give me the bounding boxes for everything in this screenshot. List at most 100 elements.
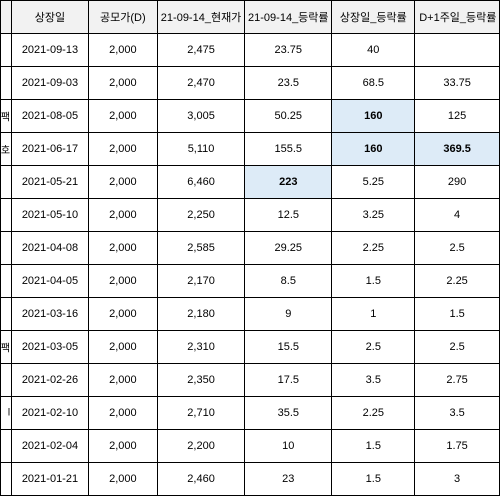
cell-name-fragment[interactable] bbox=[0, 429, 13, 463]
cell-week-rate[interactable]: 3 bbox=[414, 462, 500, 496]
cell-name-fragment[interactable] bbox=[0, 66, 13, 100]
cell-offer-price[interactable]: 2,000 bbox=[87, 396, 158, 430]
cell-week-rate[interactable]: 33.75 bbox=[414, 66, 500, 100]
cell-name-fragment[interactable]: 팩 bbox=[0, 330, 13, 364]
cell-listing-day-rate[interactable]: 2.25 bbox=[331, 396, 416, 430]
cell-current-price[interactable]: 2,200 bbox=[156, 429, 246, 463]
cell-listing-day-rate[interactable]: 3.5 bbox=[331, 363, 416, 397]
cell-offer-price[interactable]: 2,000 bbox=[87, 165, 158, 199]
cell-listing-day-rate[interactable]: 1.5 bbox=[331, 429, 416, 463]
cell-listing-date[interactable]: 2021-04-08 bbox=[11, 231, 89, 265]
header-listing-day-rate[interactable]: 상장일_등락률 bbox=[331, 0, 416, 34]
cell-offer-price[interactable]: 2,000 bbox=[87, 132, 158, 166]
cell-listing-day-rate[interactable]: 3.25 bbox=[331, 198, 416, 232]
cell-change-rate[interactable]: 50.25 bbox=[244, 99, 333, 133]
cell-listing-date[interactable]: 2021-05-21 bbox=[11, 165, 89, 199]
cell-offer-price[interactable]: 2,000 bbox=[87, 231, 158, 265]
cell-listing-day-rate[interactable]: 1.5 bbox=[331, 264, 416, 298]
cell-week-rate[interactable]: 4 bbox=[414, 198, 500, 232]
cell-offer-price[interactable]: 2,000 bbox=[87, 264, 158, 298]
cell-offer-price[interactable]: 2,000 bbox=[87, 363, 158, 397]
cell-week-rate[interactable] bbox=[414, 33, 500, 67]
cell-listing-date[interactable]: 2021-03-16 bbox=[11, 297, 89, 331]
cell-name-fragment[interactable]: 팩 bbox=[0, 99, 13, 133]
cell-change-rate[interactable]: 15.5 bbox=[244, 330, 333, 364]
cell-listing-date[interactable]: 2021-09-13 bbox=[11, 33, 89, 67]
cell-name-fragment[interactable] bbox=[0, 297, 13, 331]
cell-change-rate[interactable]: 155.5 bbox=[244, 132, 333, 166]
cell-change-rate[interactable]: 223 bbox=[244, 165, 333, 199]
cell-offer-price[interactable]: 2,000 bbox=[87, 198, 158, 232]
cell-listing-day-rate[interactable]: 2.25 bbox=[331, 231, 416, 265]
cell-name-fragment[interactable] bbox=[0, 231, 13, 265]
cell-current-price[interactable]: 5,110 bbox=[156, 132, 246, 166]
cell-current-price[interactable]: 2,470 bbox=[156, 66, 246, 100]
cell-change-rate[interactable]: 17.5 bbox=[244, 363, 333, 397]
cell-listing-date[interactable]: 2021-06-17 bbox=[11, 132, 89, 166]
cell-listing-day-rate[interactable]: 1.5 bbox=[331, 462, 416, 496]
cell-listing-day-rate[interactable]: 160 bbox=[331, 132, 416, 166]
cell-name-fragment[interactable] bbox=[0, 264, 13, 298]
cell-week-rate[interactable]: 290 bbox=[414, 165, 500, 199]
cell-week-rate[interactable]: 1.75 bbox=[414, 429, 500, 463]
cell-week-rate[interactable]: 2.5 bbox=[414, 330, 500, 364]
cell-current-price[interactable]: 2,310 bbox=[156, 330, 246, 364]
cell-listing-date[interactable]: 2021-02-10 bbox=[11, 396, 89, 430]
cell-listing-date[interactable]: 2021-04-05 bbox=[11, 264, 89, 298]
cell-week-rate[interactable]: 125 bbox=[414, 99, 500, 133]
cell-name-fragment[interactable]: l bbox=[0, 396, 13, 430]
cell-current-price[interactable]: 2,170 bbox=[156, 264, 246, 298]
cell-offer-price[interactable]: 2,000 bbox=[87, 330, 158, 364]
cell-listing-date[interactable]: 2021-01-21 bbox=[11, 462, 89, 496]
cell-change-rate[interactable]: 29.25 bbox=[244, 231, 333, 265]
cell-current-price[interactable]: 2,180 bbox=[156, 297, 246, 331]
cell-change-rate[interactable]: 35.5 bbox=[244, 396, 333, 430]
header-cell-blank[interactable] bbox=[0, 0, 13, 34]
cell-listing-day-rate[interactable]: 2.5 bbox=[331, 330, 416, 364]
cell-name-fragment[interactable] bbox=[0, 33, 13, 67]
cell-listing-day-rate[interactable]: 1 bbox=[331, 297, 416, 331]
cell-current-price[interactable]: 6,460 bbox=[156, 165, 246, 199]
cell-current-price[interactable]: 2,350 bbox=[156, 363, 246, 397]
header-listing-date[interactable]: 상장일 bbox=[11, 0, 89, 34]
header-change-rate[interactable]: 21-09-14_등락률 bbox=[244, 0, 333, 34]
cell-offer-price[interactable]: 2,000 bbox=[87, 429, 158, 463]
cell-change-rate[interactable]: 9 bbox=[244, 297, 333, 331]
cell-week-rate[interactable]: 3.5 bbox=[414, 396, 500, 430]
cell-change-rate[interactable]: 8.5 bbox=[244, 264, 333, 298]
cell-offer-price[interactable]: 2,000 bbox=[87, 99, 158, 133]
cell-listing-day-rate[interactable]: 5.25 bbox=[331, 165, 416, 199]
cell-week-rate[interactable]: 2.25 bbox=[414, 264, 500, 298]
cell-week-rate[interactable]: 1.5 bbox=[414, 297, 500, 331]
cell-offer-price[interactable]: 2,000 bbox=[87, 33, 158, 67]
cell-name-fragment[interactable] bbox=[0, 198, 13, 232]
header-offer-price[interactable]: 공모가(D) bbox=[87, 0, 158, 34]
cell-change-rate[interactable]: 23 bbox=[244, 462, 333, 496]
cell-current-price[interactable]: 2,475 bbox=[156, 33, 246, 67]
cell-change-rate[interactable]: 23.5 bbox=[244, 66, 333, 100]
cell-offer-price[interactable]: 2,000 bbox=[87, 66, 158, 100]
cell-listing-date[interactable]: 2021-08-05 bbox=[11, 99, 89, 133]
cell-listing-date[interactable]: 2021-03-05 bbox=[11, 330, 89, 364]
cell-current-price[interactable]: 2,585 bbox=[156, 231, 246, 265]
cell-week-rate[interactable]: 369.5 bbox=[414, 132, 500, 166]
cell-change-rate[interactable]: 10 bbox=[244, 429, 333, 463]
cell-name-fragment[interactable] bbox=[0, 462, 13, 496]
header-current-price[interactable]: 21-09-14_현재가 bbox=[156, 0, 246, 34]
cell-listing-day-rate[interactable]: 40 bbox=[331, 33, 416, 67]
cell-name-fragment[interactable] bbox=[0, 363, 13, 397]
cell-name-fragment[interactable]: 호 bbox=[0, 132, 13, 166]
cell-change-rate[interactable]: 12.5 bbox=[244, 198, 333, 232]
cell-current-price[interactable]: 2,710 bbox=[156, 396, 246, 430]
cell-current-price[interactable]: 3,005 bbox=[156, 99, 246, 133]
cell-current-price[interactable]: 2,460 bbox=[156, 462, 246, 496]
cell-listing-date[interactable]: 2021-02-26 bbox=[11, 363, 89, 397]
cell-offer-price[interactable]: 2,000 bbox=[87, 297, 158, 331]
cell-change-rate[interactable]: 23.75 bbox=[244, 33, 333, 67]
cell-current-price[interactable]: 2,250 bbox=[156, 198, 246, 232]
cell-week-rate[interactable]: 2.75 bbox=[414, 363, 500, 397]
cell-offer-price[interactable]: 2,000 bbox=[87, 462, 158, 496]
cell-week-rate[interactable]: 2.5 bbox=[414, 231, 500, 265]
header-week-rate[interactable]: D+1주일_등락률 bbox=[414, 0, 500, 34]
cell-listing-date[interactable]: 2021-02-04 bbox=[11, 429, 89, 463]
